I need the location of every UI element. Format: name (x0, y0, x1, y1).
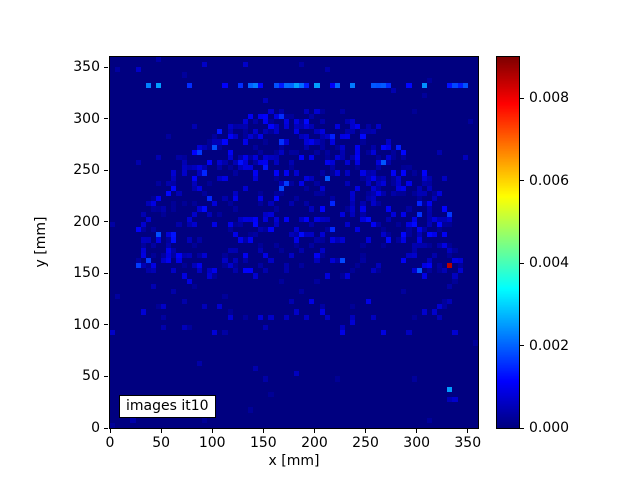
colorbar-tick-label: 0.008 (529, 90, 570, 107)
colorbar-tick-label: 0.006 (529, 172, 570, 189)
y-tick-label: 350 (73, 59, 100, 76)
x-tick-mark (313, 429, 315, 433)
y-tick-mark (104, 272, 108, 274)
x-axis-label: x [mm] (268, 453, 320, 469)
colorbar-tick-mark (520, 427, 524, 429)
y-tick-label: 100 (73, 316, 100, 333)
x-tick-mark (211, 429, 213, 433)
colorbar-tick-label: 0.000 (529, 420, 570, 436)
x-tick-label: 250 (352, 435, 379, 451)
heatmap-image (110, 57, 478, 428)
x-tick-mark (109, 429, 111, 433)
colorbar-tick-mark (520, 345, 524, 347)
y-tick-label: 0 (91, 420, 100, 436)
y-tick-label: 50 (82, 368, 100, 385)
y-tick-mark (104, 427, 108, 429)
y-tick-mark (104, 324, 108, 326)
colorbar-tick-mark (520, 262, 524, 264)
y-tick-label: 200 (73, 213, 100, 230)
x-tick-mark (262, 429, 264, 433)
x-tick-label: 300 (403, 435, 431, 451)
y-tick-mark (104, 221, 108, 223)
x-tick-mark (160, 429, 162, 433)
colorbar-tick-label: 0.002 (529, 337, 570, 354)
y-tick-mark (104, 118, 108, 120)
annotation-label: images it10 (119, 395, 216, 418)
y-tick-label: 150 (73, 265, 100, 282)
colorbar (496, 56, 520, 429)
x-tick-label: 150 (249, 435, 277, 451)
y-tick-mark (104, 66, 108, 68)
x-tick-mark (365, 429, 367, 433)
y-tick-mark (104, 375, 108, 377)
y-tick-mark (104, 169, 108, 171)
y-axis-label: y [mm] (33, 216, 49, 268)
x-tick-label: 350 (454, 435, 482, 451)
y-tick-label: 250 (73, 162, 100, 179)
x-tick-mark (416, 429, 418, 433)
y-tick-label: 300 (73, 110, 100, 127)
colorbar-tick-mark (520, 180, 524, 182)
colorbar-tick-mark (520, 97, 524, 99)
x-tick-label: 200 (301, 435, 328, 451)
colorbar-tick-label: 0.004 (529, 255, 570, 272)
colorbar-gradient (497, 57, 519, 428)
x-tick-label: 0 (105, 435, 115, 451)
x-tick-label: 100 (198, 435, 226, 451)
x-tick-label: 50 (152, 435, 171, 451)
x-tick-mark (467, 429, 469, 433)
plot-axes (109, 56, 479, 429)
